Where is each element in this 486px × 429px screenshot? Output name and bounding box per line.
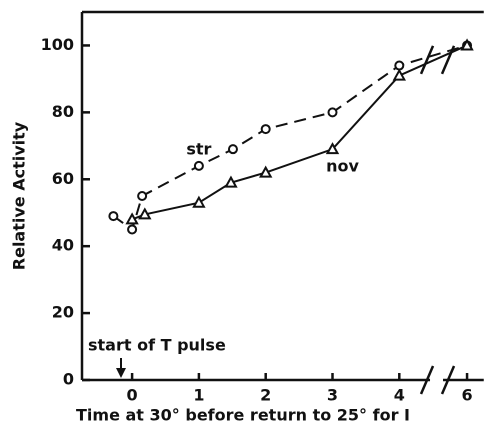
y-tick-label: 0 [63,370,74,389]
y-tick-label: 40 [52,236,74,255]
x-tick-label: 3 [327,386,338,405]
y-axis-label: Relative Activity [10,121,29,270]
data-point [325,142,340,155]
series-label: nov [326,157,359,176]
data-point [394,60,405,71]
x-tick-label: 2 [260,386,271,405]
series-label: str [186,139,211,158]
data-point [108,211,119,222]
x-tick-label: 6 [461,386,472,405]
data-point [392,68,406,81]
data-point [259,165,273,178]
y-tick-label: 100 [41,35,74,54]
data-point [227,144,238,155]
annotation: start of T pulse [88,336,226,355]
data-point [460,38,474,51]
x-tick-label: 0 [127,386,138,405]
series-line [131,44,468,221]
data-point [327,107,338,118]
series-line [112,44,468,232]
data-point [127,224,138,235]
y-tick-label: 60 [52,169,74,188]
axis-break [419,365,435,395]
x-tick-label: 1 [193,386,204,405]
data-point [192,195,206,208]
x-tick-label: 4 [394,386,405,405]
data-point [125,212,139,225]
axis-break [440,365,456,395]
axis-break [419,45,435,75]
x-axis-label: Time at 30° before return to 25° for I [76,406,410,425]
data-point [193,160,204,171]
data-point [224,175,238,188]
y-tick-label: 20 [52,303,74,322]
annotation-arrowhead [116,368,126,378]
y-tick-label: 80 [52,102,74,121]
data-point [260,124,271,135]
data-point [138,207,152,220]
data-point [137,191,148,201]
